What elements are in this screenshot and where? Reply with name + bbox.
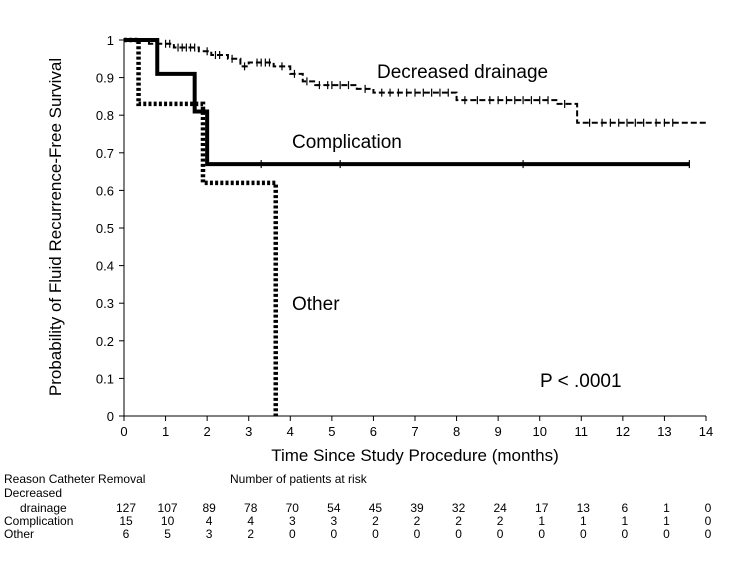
y-tick-label: 0.7 [96,146,114,161]
annotations: Decreased drainage Complication Other P … [292,62,622,392]
x-tick-label: 13 [657,424,671,439]
risk-count: 107 [158,501,178,515]
y-axis-title: Probability of Fluid Recurrence-Free Sur… [46,58,65,396]
risk-count: 45 [369,501,383,515]
series-line-other [124,37,278,416]
y-tick-label: 0.1 [96,371,114,386]
risk-count: 127 [116,501,136,515]
risk-count: 1 [622,514,629,528]
y-tick-label: 0.5 [96,221,114,236]
risk-header-left: Reason Catheter Removal [4,472,145,486]
risk-header-right: Number of patients at risk [230,472,368,486]
risk-count: 5 [164,527,171,541]
risk-count: 0 [497,527,504,541]
x-tick-label: 11 [575,424,589,439]
y-tick-label: 0.4 [96,259,114,274]
y-tick-label: 0.2 [96,334,114,349]
y-tick-label: 0.8 [96,108,114,123]
x-axis-title: Time Since Study Procedure (months) [271,446,559,465]
risk-count: 0 [289,527,296,541]
series-decreased-drainage [124,39,706,127]
risk-count: 2 [372,514,379,528]
series-complication [124,38,690,169]
risk-count: 2 [455,514,462,528]
annotation-other: Other [292,294,340,315]
risk-count: 0 [455,527,462,541]
y-tick-label: 1 [107,33,114,48]
series-layer [124,37,706,416]
annotation-decreased-drainage: Decreased drainage [377,62,548,83]
annotation-p-value: P < .0001 [540,371,622,392]
risk-count: 2 [497,514,504,528]
y-tick-label: 0.9 [96,71,114,86]
risk-count: 0 [663,527,670,541]
risk-label-complication: Complication [4,514,73,528]
risk-count: 24 [493,501,507,515]
risk-count: 0 [372,527,379,541]
x-tick-label: 5 [328,424,335,439]
risk-count: 1 [663,501,670,515]
series-other [124,37,278,416]
annotation-complication: Complication [292,132,402,153]
x-tick-label: 7 [411,424,418,439]
risk-count: 3 [206,527,213,541]
x-tick-label: 10 [532,424,546,439]
x-tick-label: 3 [245,424,252,439]
risk-count: 0 [580,527,587,541]
risk-count: 2 [414,514,421,528]
risk-count: 10 [161,514,175,528]
axes: 0 1 2 3 4 5 6 7 8 9 10 11 12 13 1400.10.20.30.40.50.60… [96,33,713,439]
x-tick-label: 0 [120,424,127,439]
risk-count: 0 [622,527,629,541]
x-tick-label: 1 [162,424,169,439]
risk-count: 17 [535,501,549,515]
y-tick-label: 0 [107,409,114,424]
x-tick-label: 8 [453,424,460,439]
risk-count: 6 [622,501,629,515]
x-tick-label: 4 [287,424,294,439]
x-tick-label: 14 [699,424,713,439]
risk-count: 78 [244,501,258,515]
risk-count: 15 [119,514,133,528]
x-tick-label: 9 [495,424,502,439]
risk-count: 1 [538,514,545,528]
risk-count: 0 [414,527,421,541]
risk-count: 3 [289,514,296,528]
y-tick-label: 0.3 [96,296,114,311]
risk-count: 6 [123,527,130,541]
risk-count: 39 [410,501,424,515]
risk-count: 4 [206,514,213,528]
risk-count: 0 [538,527,545,541]
risk-table: Reason Catheter Removal Number of patien… [4,472,712,541]
series-line-complication [124,38,690,167]
risk-count: 3 [331,514,338,528]
risk-count: 1 [580,514,587,528]
risk-count: 4 [247,514,254,528]
risk-count: 0 [705,514,712,528]
risk-count: 54 [327,501,341,515]
risk-count: 0 [331,527,338,541]
risk-label-decreased-line1: Decreased [4,486,62,500]
y-tick-label: 0.6 [96,183,114,198]
risk-count: 0 [705,527,712,541]
risk-count: 1 [663,514,670,528]
risk-count: 0 [705,501,712,515]
risk-label-other: Other [4,527,34,541]
x-tick-label: 12 [616,424,630,439]
risk-count: 2 [247,527,254,541]
x-tick-label: 2 [204,424,211,439]
risk-count: 13 [577,501,591,515]
risk-count: 70 [286,501,300,515]
x-tick-label: 6 [370,424,377,439]
risk-count: 32 [452,501,466,515]
risk-count: 89 [202,501,216,515]
risk-label-decreased-line2: drainage [20,501,67,515]
